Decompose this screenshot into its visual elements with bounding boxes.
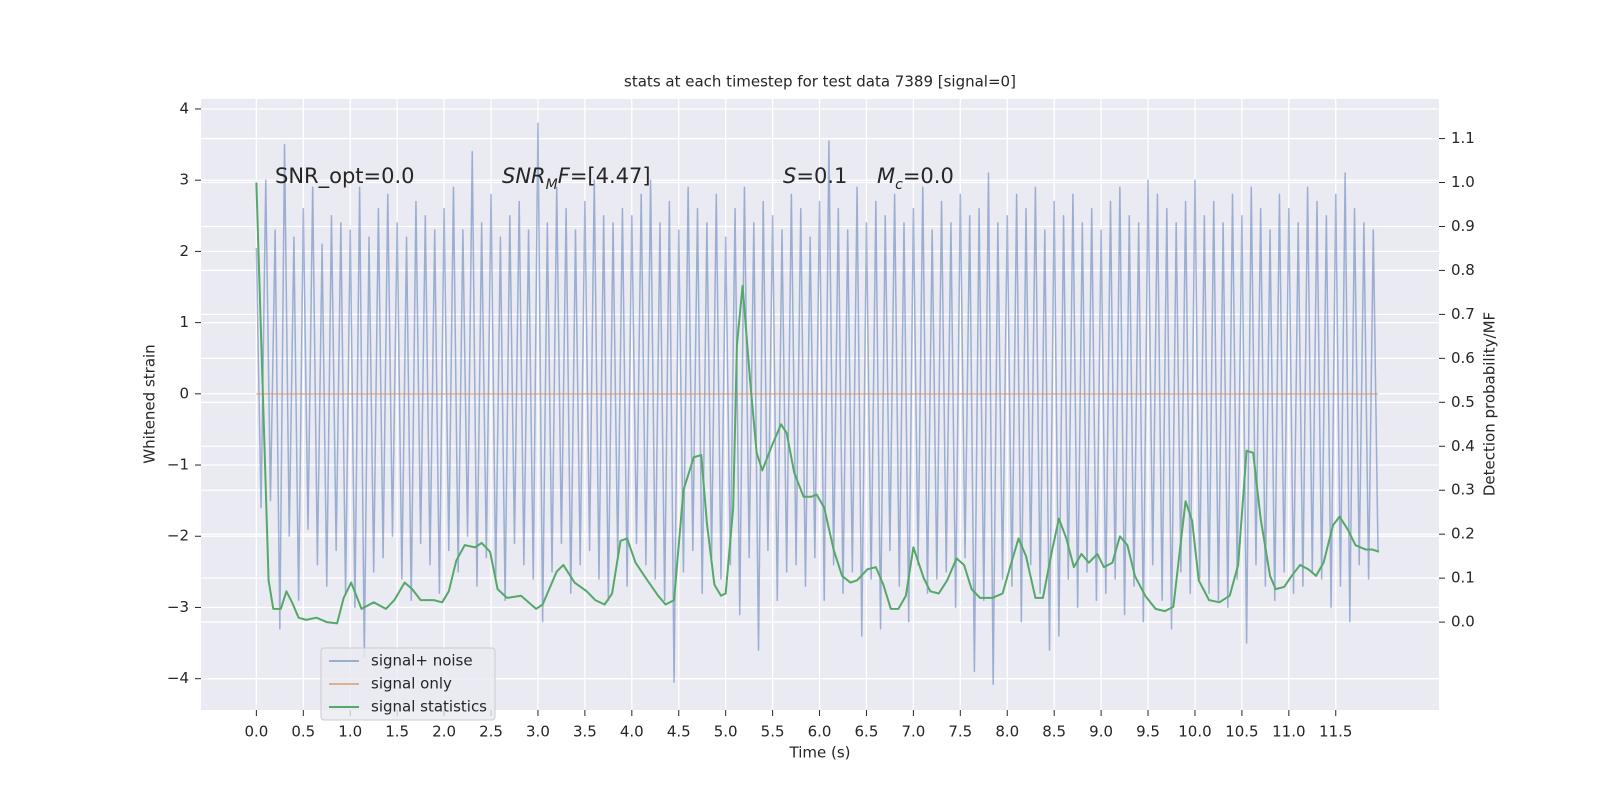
series-line — [255, 182, 1380, 625]
legend-label: signal+ noise — [371, 652, 473, 670]
x-tick-label: 10.5 — [1225, 723, 1258, 741]
y2-axis-label: Detection probability/MF — [1481, 312, 1499, 496]
x-tick-label: 9.5 — [1136, 723, 1160, 741]
annotation: SNRMF=[4.47] — [502, 164, 651, 193]
y2-tick-label: 0.2 — [1451, 525, 1475, 543]
y2-tick-label: 0.4 — [1451, 437, 1475, 455]
y2-tick-label: 0.1 — [1451, 569, 1475, 587]
y-tick-label: 1 — [179, 313, 189, 331]
x-tick-label: 8.0 — [995, 723, 1019, 741]
x-tick-label: 6.0 — [808, 723, 832, 741]
annotation-part: M — [877, 164, 895, 188]
x-tick-label: 5.5 — [761, 723, 785, 741]
y-tick-label: 4 — [179, 99, 189, 117]
annotation-part: F — [558, 164, 571, 188]
y2-tick-label: 0.5 — [1451, 393, 1475, 411]
x-tick-label: 7.0 — [901, 723, 925, 741]
annotation: SNR_opt=0.0 — [275, 164, 415, 189]
x-tick-label: 5.0 — [714, 723, 738, 741]
annotation-part: =0.1 — [796, 164, 847, 188]
y2-tick-label: 1.1 — [1451, 129, 1475, 147]
annotation-part: SNR — [502, 164, 546, 188]
x-tick-label: 3.5 — [573, 723, 597, 741]
y2-tick-label: 1.0 — [1451, 173, 1475, 191]
legend-label: signal statistics — [371, 698, 487, 716]
x-tick-label: 7.5 — [948, 723, 972, 741]
y-tick-label: −1 — [167, 456, 189, 474]
y2-tick-label: 0.7 — [1451, 305, 1475, 323]
legend-box — [320, 647, 496, 721]
y2-tick-label: 0.0 — [1451, 613, 1475, 631]
y-tick-label: 2 — [179, 242, 189, 260]
y-tick-label: 0 — [179, 384, 189, 402]
annotation: Mc=0.0 — [877, 164, 954, 193]
annotation-part: c — [895, 177, 903, 193]
annotation: S=0.1 — [783, 164, 847, 188]
x-tick-label: 11.0 — [1272, 723, 1305, 741]
x-tick-label: 0.0 — [244, 723, 268, 741]
x-tick-label: 4.5 — [667, 723, 691, 741]
x-tick-label: 1.0 — [338, 723, 362, 741]
y-tick-label: −3 — [167, 598, 189, 616]
x-tick-label: 10.0 — [1178, 723, 1211, 741]
x-tick-label: 8.5 — [1042, 723, 1066, 741]
x-tick-label: 6.5 — [855, 723, 879, 741]
annotation-part: M — [546, 177, 558, 193]
x-tick-label: 4.0 — [620, 723, 644, 741]
y-tick-label: −4 — [167, 669, 189, 687]
y2-tick-label: 0.6 — [1451, 349, 1475, 367]
x-tick-label: 0.5 — [291, 723, 315, 741]
y2-tick-label: 0.3 — [1451, 481, 1475, 499]
x-tick-label: 3.0 — [526, 723, 550, 741]
y2-tick-label: 0.9 — [1451, 217, 1475, 235]
series-line — [255, 122, 1379, 686]
x-tick-label: 11.5 — [1319, 723, 1352, 741]
x-tick-label: 9.0 — [1089, 723, 1113, 741]
annotation-part: =[4.47] — [570, 164, 651, 188]
x-tick-label: 2.0 — [432, 723, 456, 741]
x-axis-label: Time (s) — [789, 744, 851, 762]
annotation-part: SNR_opt=0.0 — [275, 164, 415, 189]
y-tick-label: −2 — [167, 527, 189, 545]
y-axis-label: Whitened strain — [141, 344, 159, 463]
x-tick-label: 1.5 — [385, 723, 409, 741]
y2-tick-label: 0.8 — [1451, 261, 1475, 279]
y-tick-label: 3 — [179, 171, 189, 189]
legend-label: signal only — [371, 675, 452, 693]
chart-title: stats at each timestep for test data 738… — [624, 73, 1016, 91]
x-tick-label: 2.5 — [479, 723, 503, 741]
annotation-part: =0.0 — [903, 164, 954, 188]
annotation-part: S — [783, 164, 796, 188]
